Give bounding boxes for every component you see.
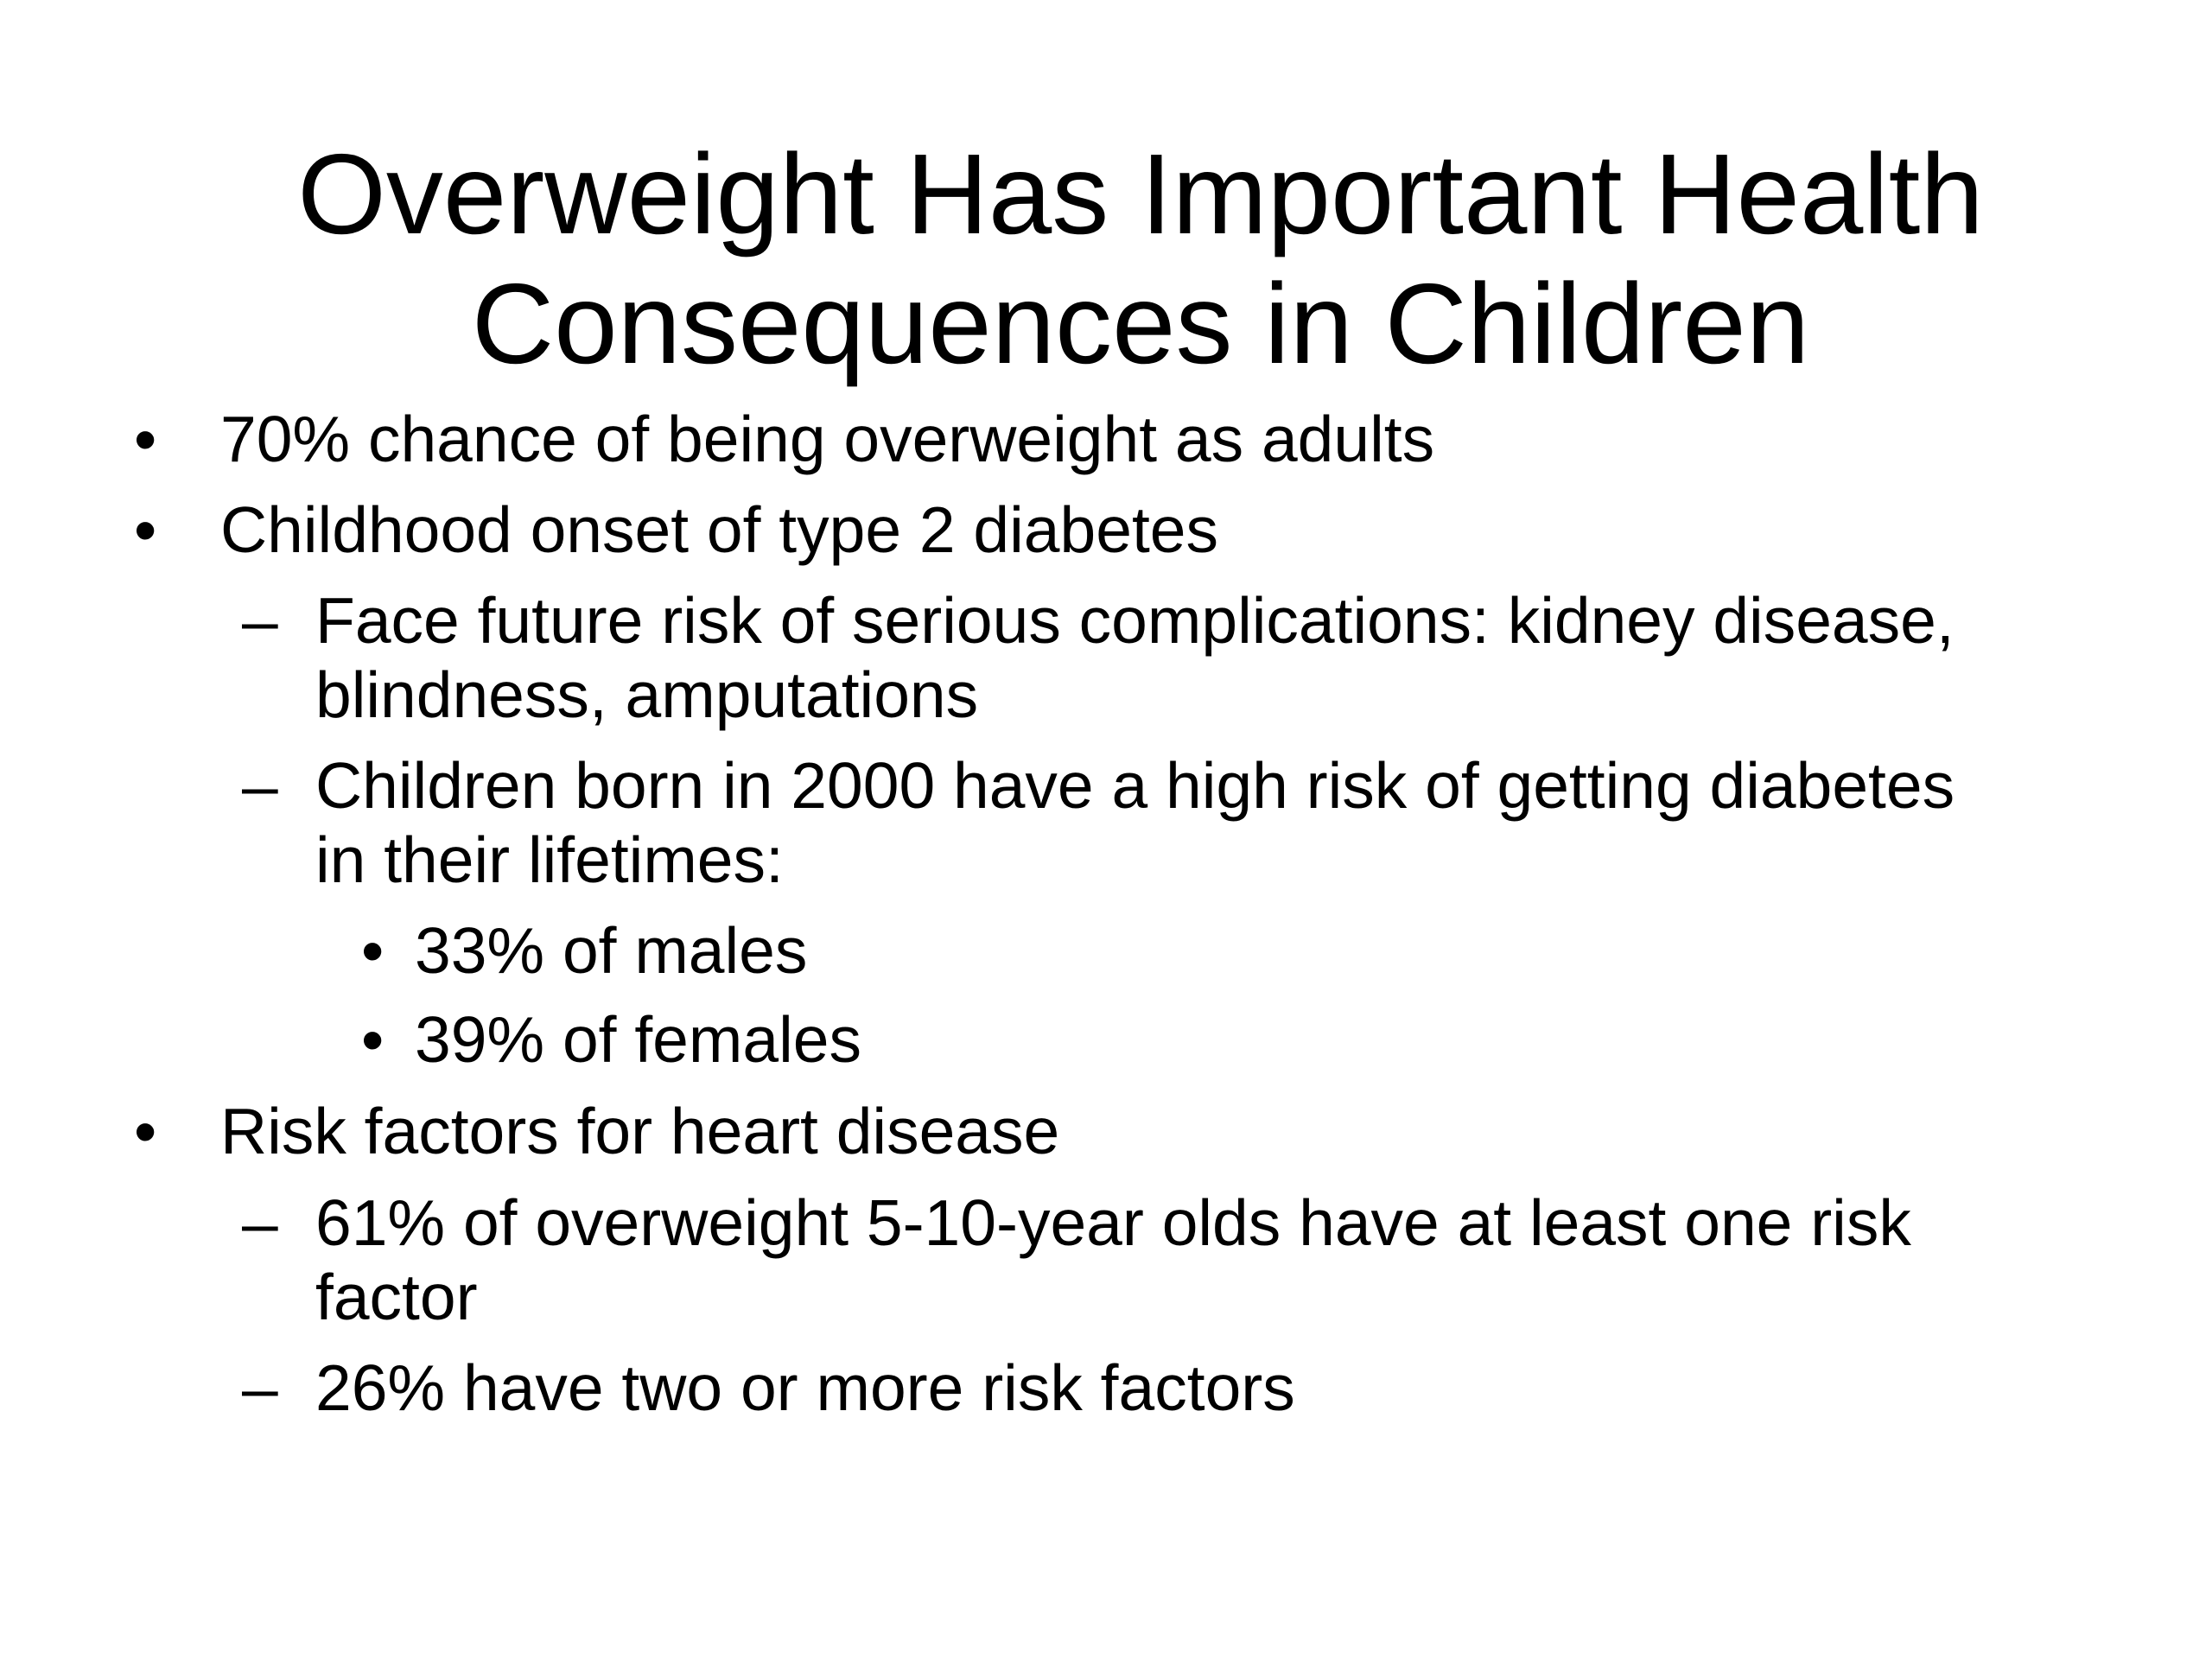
sub-bullet-text-line: Face future risk of serious complication…	[315, 584, 1955, 657]
bullet-text-line: 70% chance of being overweight as adults	[220, 403, 1435, 475]
dash-marker: –	[242, 1186, 278, 1259]
bullet-text: Childhood onset of type 2 diabetes	[220, 493, 1218, 567]
sub-bullet-text-line: 26% have two or more risk factors	[315, 1351, 1295, 1424]
sub-bullet-text-line: blindness, amputations	[315, 658, 979, 731]
sub-bullet-text-line: in their lifetimes:	[315, 823, 784, 896]
sub-sub-bullet-text: 39% of females	[415, 1002, 861, 1077]
sub-sub-bullet-text: 33% of males	[415, 913, 807, 988]
bullet-text-line: Childhood onset of type 2 diabetes	[220, 493, 1218, 566]
bullet-marker: •	[134, 493, 157, 566]
bullet-marker: •	[134, 403, 157, 475]
bullet-marker: •	[134, 1095, 157, 1167]
sub-bullet-text: 26% have two or more risk factors	[315, 1351, 1295, 1425]
sub-bullet-text-line: factor	[315, 1261, 478, 1333]
sub-bullet-text: 61% of overweight 5-10-year olds have at…	[315, 1185, 1911, 1334]
sub-sub-bullet-text-line: 39% of females	[415, 1003, 861, 1076]
sub-sub-bullet-text-line: 33% of males	[415, 914, 808, 987]
sub-bullet-text: Face future risk of serious complication…	[315, 583, 1955, 732]
sub-bullet-text: Children born in 2000 have a high risk o…	[315, 748, 1955, 897]
bullet-text: Risk factors for heart disease	[220, 1094, 1059, 1168]
sub-bullet-text-line: Children born in 2000 have a high risk o…	[315, 749, 1955, 822]
dash-marker: –	[242, 749, 278, 822]
dash-marker: –	[242, 584, 278, 657]
bullet-text-line: Risk factors for heart disease	[220, 1095, 1060, 1167]
bullet-text: 70% chance of being overweight as adults	[220, 402, 1434, 476]
sub-bullet-text-line: 61% of overweight 5-10-year olds have at…	[315, 1186, 1911, 1259]
slide-title-line-2: Consequences in Children	[471, 260, 1810, 387]
bullet-marker: •	[361, 914, 385, 987]
dash-marker: –	[242, 1351, 278, 1424]
bullet-marker: •	[361, 1003, 385, 1076]
slide-title: Overweight Has Important Health Conseque…	[173, 130, 2108, 389]
slide-title-line-1: Overweight Has Important Health	[297, 130, 1984, 257]
